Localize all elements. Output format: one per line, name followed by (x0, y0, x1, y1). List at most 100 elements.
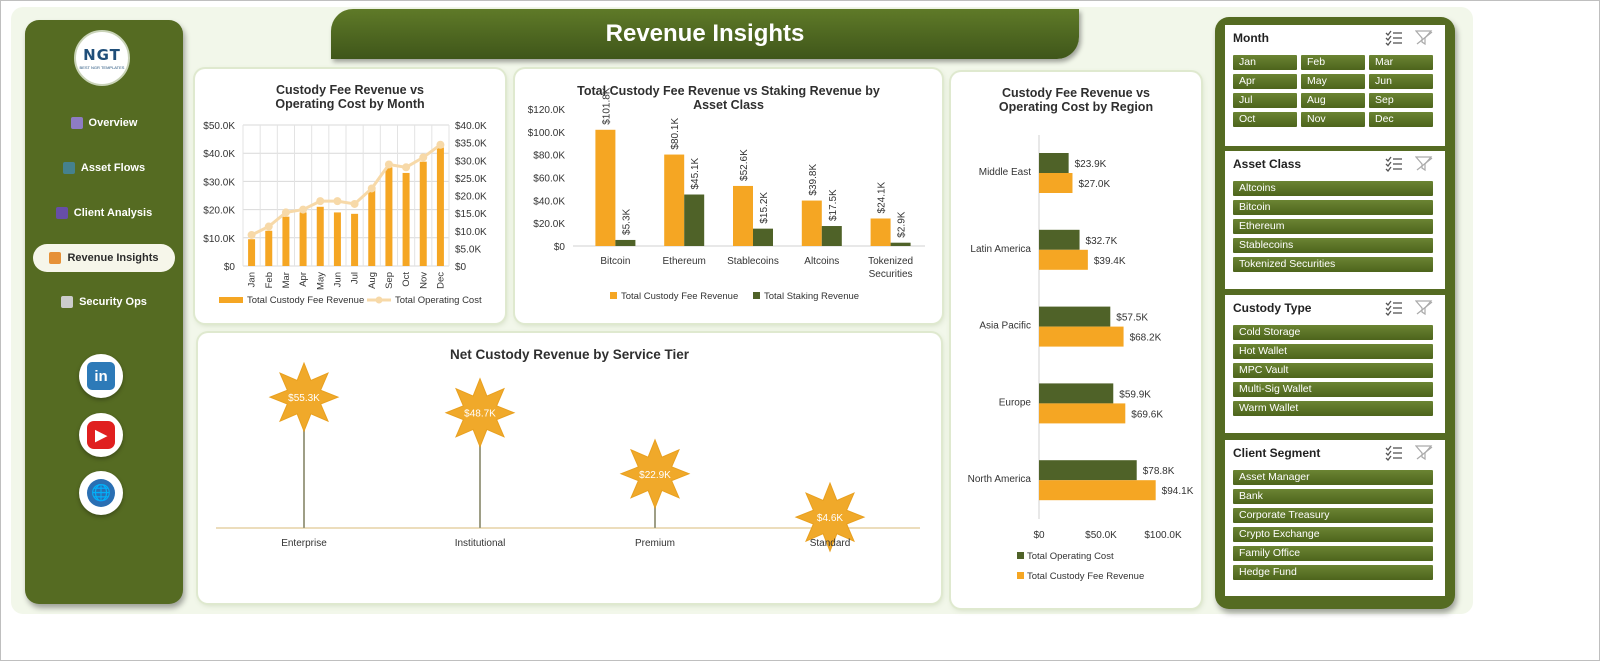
custody-type-option[interactable]: Multi-Sig Wallet (1233, 382, 1433, 397)
website-link[interactable]: 🌐 (79, 471, 123, 515)
sidebar-item-overview[interactable]: Overview (33, 109, 175, 137)
bar-jun (333, 212, 341, 266)
bar-nov (419, 161, 427, 266)
client-segment-option[interactable]: Bank (1233, 489, 1433, 504)
bar-may (316, 206, 324, 266)
line-point-oct (402, 163, 411, 172)
sidebar-item-label: Asset Flows (80, 162, 146, 174)
slicer-title: Client Segment (1233, 446, 1321, 460)
month-option[interactable]: Jun (1369, 74, 1433, 89)
bar-north-america-0 (1039, 460, 1137, 481)
y-tick-label: $40.0K (533, 196, 565, 207)
youtube-icon: ▶ (87, 421, 115, 449)
tier-chart-title: Net Custody Revenue by Service Tier (449, 347, 690, 362)
website-icon: 🌐 (87, 479, 115, 507)
asset-class-option[interactable]: Ethereum (1233, 219, 1433, 234)
clear-filter-icon[interactable] (1414, 156, 1433, 172)
tier-chart-card: Net Custody Revenue by Service Tier $55.… (198, 333, 941, 603)
x-tick-label: Ethereum (663, 256, 706, 267)
month-option[interactable]: Aug (1301, 93, 1365, 108)
sidebar-item-client-analysis[interactable]: Client Analysis (33, 199, 175, 227)
month-option[interactable]: Mar (1369, 55, 1433, 70)
custody-type-option[interactable]: Warm Wallet (1233, 401, 1433, 416)
month-option[interactable]: May (1301, 74, 1365, 89)
bar-jul (351, 213, 359, 266)
asset-class-option[interactable]: Altcoins (1233, 181, 1433, 196)
client-segment-option[interactable]: Hedge Fund (1233, 565, 1433, 580)
asset-class-option[interactable]: Stablecoins (1233, 238, 1433, 253)
multi-select-icon[interactable] (1385, 445, 1403, 461)
month-option[interactable]: Jan (1233, 55, 1297, 70)
legend-swatch-revenue (219, 297, 243, 303)
client-segment-option[interactable]: Family Office (1233, 546, 1433, 561)
linkedin-link[interactable]: in (79, 354, 123, 398)
bar-latin-america-1 (1039, 249, 1088, 270)
data-label: $80.1K (670, 118, 681, 150)
multi-select-icon[interactable] (1385, 30, 1403, 46)
region-chart: Middle East $23.9K $27.0K Latin America $32.… (968, 135, 1194, 582)
legend-label: Total Operating Cost (1027, 551, 1114, 562)
month-option[interactable]: Apr (1233, 74, 1297, 89)
data-label: $52.6K (739, 149, 750, 181)
asset-class-option[interactable]: Tokenized Securities (1233, 257, 1433, 272)
custody-type-option[interactable]: MPC Vault (1233, 363, 1433, 378)
month-option[interactable]: Nov (1301, 112, 1365, 127)
month-option[interactable]: Jul (1233, 93, 1297, 108)
x-tick-label: Premium (635, 538, 675, 549)
multi-select-icon[interactable] (1385, 156, 1403, 172)
asset-chart: $0 $20.0K $40.0K $60.0K $80.0K $100.0K $120.0K… (528, 87, 925, 302)
sidebar-item-asset-flows[interactable]: Asset Flows (33, 154, 175, 182)
sidebar-item-label: Security Ops (79, 296, 147, 308)
bar-north-america-1 (1039, 480, 1156, 501)
month-option[interactable]: Feb (1301, 55, 1365, 70)
month-option[interactable]: Dec (1369, 112, 1433, 127)
data-label: $2.9K (897, 211, 908, 237)
line-point-mar (281, 208, 290, 217)
data-label: $69.6K (1131, 409, 1163, 420)
bar-tokenized-securities-1 (890, 242, 911, 246)
page-header: Revenue Insights (331, 9, 1079, 59)
month-option[interactable]: Sep (1369, 93, 1433, 108)
asset-class-option[interactable]: Bitcoin (1233, 200, 1433, 215)
client-segment-option[interactable]: Asset Manager (1233, 470, 1433, 485)
legend-swatch-staking (753, 292, 760, 299)
x-tick-label: Jun (332, 272, 343, 287)
x-tick-label: Jan (247, 272, 258, 287)
asset-chart-card: Total Custody Fee Revenue vs Staking Rev… (515, 69, 942, 323)
logo-subtext: BEST NGR TEMPLATES (79, 65, 125, 70)
legend-swatch-revenue (610, 292, 617, 299)
bar-jan (248, 239, 256, 266)
line-point-may (316, 197, 325, 206)
y2-tick-label: $30.0K (455, 156, 487, 167)
line-point-dec (436, 140, 445, 149)
data-label: $45.1K (690, 157, 701, 189)
month-option[interactable]: Oct (1233, 112, 1297, 127)
client-segment-option[interactable]: Crypto Exchange (1233, 527, 1433, 542)
y-tick-label: North America (968, 474, 1032, 485)
y2-tick-label: $25.0K (455, 174, 487, 185)
line-point-jul (350, 199, 359, 208)
star-marker-standard (794, 481, 866, 553)
clear-filter-icon[interactable] (1414, 445, 1433, 461)
sidebar-item-revenue-insights[interactable]: Revenue Insights (33, 244, 175, 272)
multi-select-icon[interactable] (1385, 300, 1403, 316)
clear-filter-icon[interactable] (1414, 30, 1433, 46)
y-tick-label: Europe (999, 397, 1032, 408)
clear-filter-icon[interactable] (1414, 300, 1433, 316)
logo: NGT BEST NGR TEMPLATES (74, 30, 130, 86)
custody-type-option[interactable]: Cold Storage (1233, 325, 1433, 340)
line-point-aug (367, 184, 376, 193)
data-label: $4.6K (817, 513, 843, 524)
custody-type-option[interactable]: Hot Wallet (1233, 344, 1433, 359)
sidebar-item-label: Revenue Insights (67, 252, 159, 264)
sidebar-item-security-ops[interactable]: Security Ops (33, 288, 175, 316)
x-tick-label: Jul (350, 272, 361, 284)
legend-swatch-cost (1017, 552, 1024, 559)
y-tick-label: $30.0K (203, 177, 235, 188)
youtube-link[interactable]: ▶ (79, 413, 123, 457)
data-label: $15.2K (759, 192, 770, 224)
client-segment-option[interactable]: Corporate Treasury (1233, 508, 1433, 523)
sidebar-item-label: Client Analysis (73, 207, 153, 219)
y2-tick-label: $5.0K (455, 244, 481, 255)
